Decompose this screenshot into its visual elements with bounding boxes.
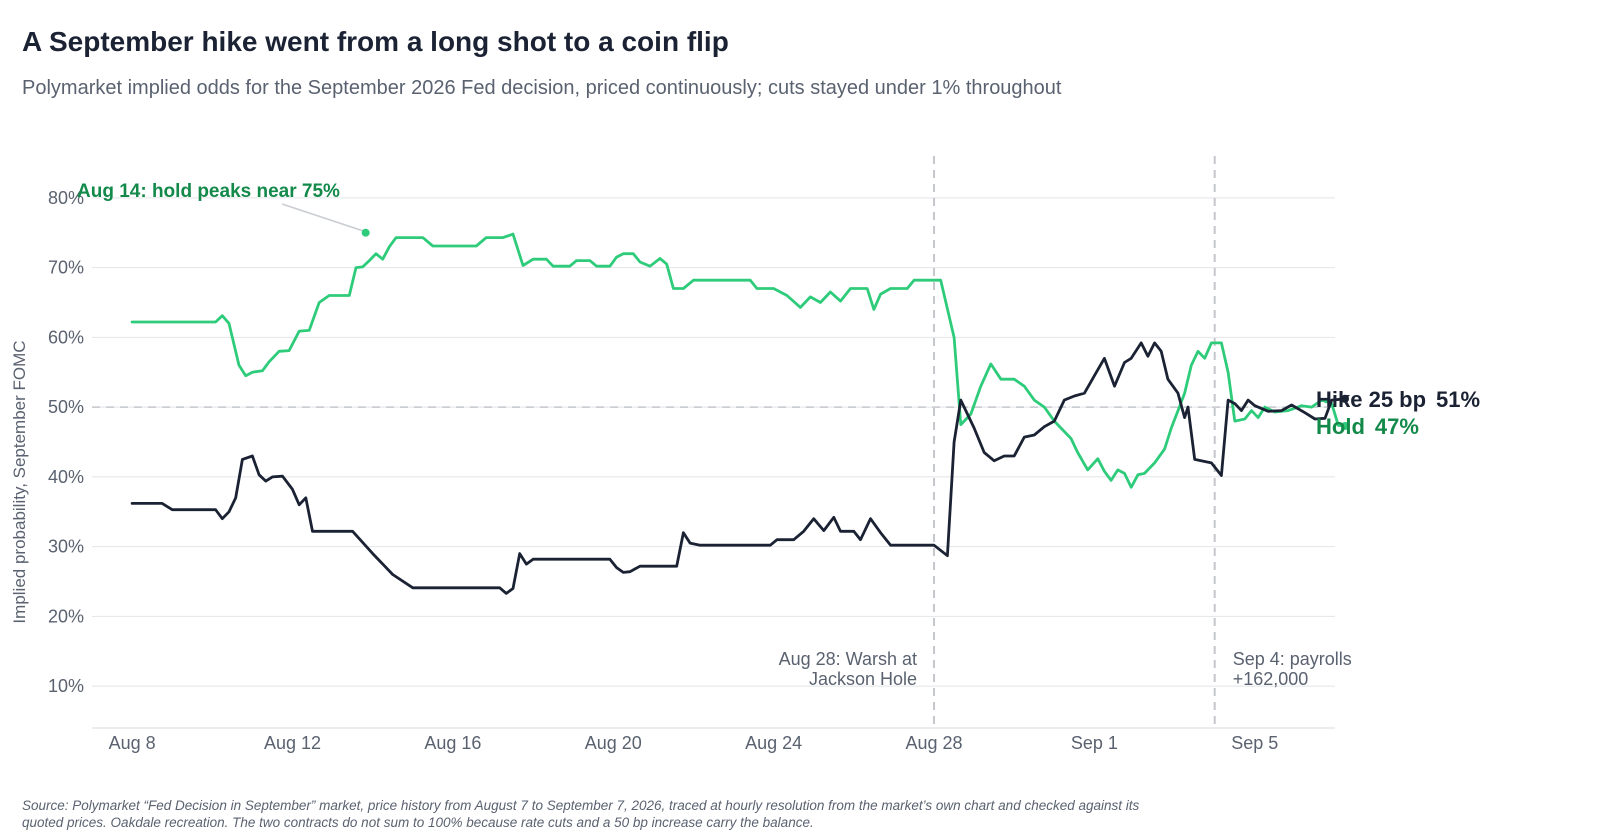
y-tick-label: 50% [48, 397, 84, 417]
event-label: +162,000 [1233, 669, 1309, 689]
y-tick-label: 20% [48, 606, 84, 626]
x-tick-label: Aug 28 [906, 733, 963, 753]
event-label: Sep 4: payrolls [1233, 649, 1352, 669]
x-tick-label: Aug 24 [745, 733, 802, 753]
y-tick-label: 10% [48, 676, 84, 696]
x-tick-label: Aug 12 [264, 733, 321, 753]
end-label-name: Hold [1316, 414, 1365, 439]
end-point-hike-25-bp [1341, 394, 1350, 403]
event-label: Jackson Hole [809, 669, 917, 689]
x-tick-label: Sep 1 [1071, 733, 1118, 753]
end-label-value: 47% [1375, 414, 1419, 439]
series-line-hold [130, 232, 1347, 489]
y-tick-label: 80% [48, 188, 84, 208]
annotation-point [361, 228, 370, 237]
y-tick-label: 70% [48, 258, 84, 278]
x-tick-label: Sep 5 [1231, 733, 1278, 753]
series-line-hike-25-bp [130, 341, 1347, 595]
gridlines [92, 197, 1335, 687]
chart-labels: Hold 47%Hike 25 bp 51% Aug 14: hold peaks n… [77, 181, 1480, 439]
y-tick-label: 40% [48, 467, 84, 487]
end-label-value: 51% [1436, 387, 1480, 412]
chart-title: A September hike went from a long shot t… [22, 26, 729, 57]
end-label-hold: Hold 47% [1316, 414, 1419, 439]
axes: 10% 20% 30% 40% 50% 60% 70% 80% Aug 8 Aug 12 Aug 1… [10, 188, 1335, 753]
y-tick-label: 60% [48, 327, 84, 347]
source-note: Source: Polymarket “Fed Decision in Sept… [22, 798, 1140, 830]
y-tick-label: 30% [48, 537, 84, 557]
end-label-name: Hike 25 bp [1316, 387, 1426, 412]
annotation-label: Aug 14: hold peaks near 75% [77, 181, 340, 202]
end-label-hike-25-bp: Hike 25 bp 51% [1316, 387, 1480, 412]
annotation-leader-line [281, 203, 363, 232]
y-axis-label: Implied probability, September FOMC [10, 340, 29, 623]
x-tick-label: Aug 20 [585, 733, 642, 753]
end-point-hold [1341, 421, 1350, 430]
chart-subtitle: Polymarket implied odds for the Septembe… [22, 77, 1062, 99]
x-tick-label: Aug 8 [109, 733, 156, 753]
series-lines [130, 232, 1350, 595]
event-label: Aug 28: Warsh at [779, 649, 917, 669]
x-tick-label: Aug 16 [424, 733, 481, 753]
